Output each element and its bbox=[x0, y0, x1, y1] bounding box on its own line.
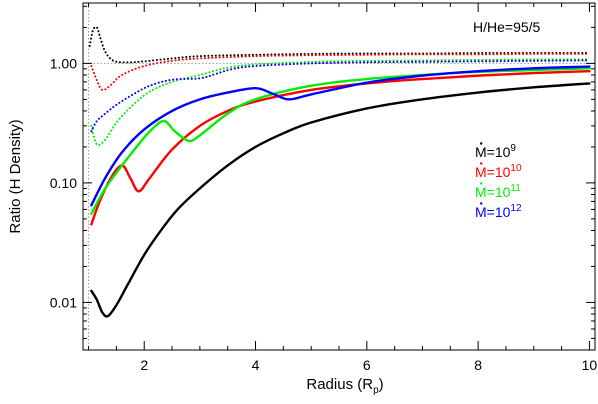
x-tick-label: 4 bbox=[252, 357, 260, 373]
legend-entry-exponent: 10 bbox=[510, 163, 522, 174]
legend-entry-base: M=10 bbox=[475, 164, 511, 180]
series-line-3 bbox=[90, 65, 591, 207]
series-line-6 bbox=[90, 58, 591, 147]
x-tick-label: 2 bbox=[140, 357, 148, 373]
series-line-7 bbox=[90, 59, 591, 133]
legend-entry-dot bbox=[480, 142, 483, 145]
legend-entry-exponent: 12 bbox=[510, 203, 522, 214]
y-tick-label: 1.00 bbox=[50, 55, 77, 71]
x-tick-label: 10 bbox=[582, 357, 598, 373]
legend-entry-exponent: 11 bbox=[510, 183, 521, 194]
legend-entry-dot bbox=[480, 202, 483, 205]
series-line-0 bbox=[90, 82, 591, 318]
reference-lines bbox=[83, 3, 595, 350]
legend-entry-exponent: 9 bbox=[510, 143, 516, 154]
legend-entry-base: M=10 bbox=[475, 204, 511, 220]
y-tick-label: 0.10 bbox=[50, 175, 77, 191]
series-line-1 bbox=[90, 70, 591, 226]
x-axis-title: Radius (Rp) bbox=[306, 376, 383, 396]
legend-entry-0: M=109 bbox=[475, 143, 516, 160]
x-axis-title-sub: p bbox=[373, 385, 379, 396]
legend-entry-1: M=1010 bbox=[475, 163, 522, 180]
y-axis-title: Ratio (H Density) bbox=[7, 119, 24, 233]
legend-entry-3: M=1012 bbox=[475, 203, 522, 220]
series-layer bbox=[88, 25, 591, 318]
x-axis-title-main: Radius (R bbox=[306, 376, 373, 393]
legend-entry-2: M=1011 bbox=[475, 183, 521, 200]
legend-entry-base: M=10 bbox=[475, 184, 511, 200]
x-tick-label: 8 bbox=[474, 357, 482, 373]
legend-entry-dot bbox=[480, 182, 483, 185]
x-tick-label: 6 bbox=[363, 357, 371, 373]
legend-entry-base: M=10 bbox=[475, 144, 511, 160]
series-line-4 bbox=[88, 25, 591, 64]
legend-entry-dot bbox=[480, 162, 483, 165]
series-line-5 bbox=[90, 52, 591, 91]
axis-ticks: 2 4 6 8 10 0.01 0.10 1.00 bbox=[50, 3, 598, 373]
y-tick-label: 0.01 bbox=[50, 294, 77, 310]
composition-annotation: H/He=95/5 bbox=[473, 19, 541, 35]
x-axis-title-close: ) bbox=[379, 376, 384, 393]
